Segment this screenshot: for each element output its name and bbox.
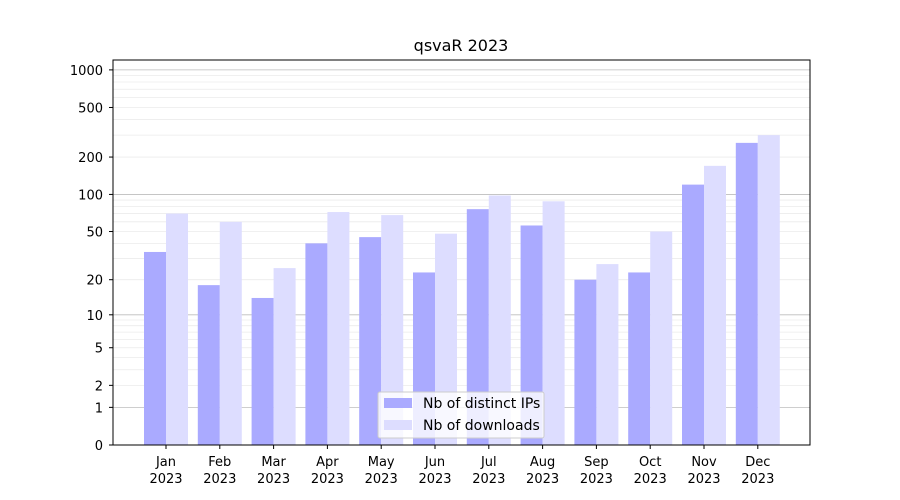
bar-distinct-ips	[682, 184, 704, 445]
bar-downloads	[596, 264, 619, 445]
bar-distinct-ips	[520, 225, 543, 445]
bar-downloads	[166, 213, 188, 445]
x-tick-label-year: 2023	[526, 472, 559, 487]
bar-distinct-ips	[359, 237, 382, 445]
x-tick-label-year: 2023	[741, 472, 774, 487]
bar-downloads	[704, 165, 726, 446]
x-tick-label-month: Feb	[208, 455, 231, 470]
x-tick-label-month: Sep	[584, 455, 609, 470]
y-axis: 0 1 2 5 10 20 50 100 200 500 1000	[70, 64, 113, 454]
legend-label-distinct-ips: Nb of distinct IPs	[423, 396, 540, 412]
bar-downloads	[542, 201, 565, 445]
legend: Nb of distinct IPs Nb of downloads	[377, 391, 545, 439]
legend-box	[377, 391, 545, 439]
x-tick-label-year: 2023	[634, 472, 667, 487]
x-tick-label-year: 2023	[472, 472, 505, 487]
x-tick-label-year: 2023	[580, 472, 613, 487]
plot-frame	[112, 59, 811, 446]
legend-swatch-downloads	[384, 420, 412, 430]
bar-distinct-ips	[144, 251, 166, 445]
bar-distinct-ips	[305, 243, 328, 445]
legend-label-downloads: Nb of downloads	[423, 418, 540, 434]
x-tick-label-month: Jun	[424, 455, 445, 470]
bar-downloads	[219, 221, 242, 445]
bar-downloads	[273, 268, 296, 445]
x-tick-label-month: Aug	[530, 455, 555, 470]
bar-distinct-ips	[735, 142, 758, 445]
chart-title: qsvaR 2023	[414, 36, 509, 55]
x-axis: Jan 2023 Feb 2023 Mar 2023 Apr 2023 May 2023 Jun 20…	[149, 445, 774, 487]
x-tick-label-year: 2023	[203, 472, 236, 487]
y-tick-label: 1	[95, 401, 103, 416]
bar-downloads	[650, 231, 673, 445]
x-tick-label-month: Oct	[639, 455, 661, 470]
bar-distinct-ips	[251, 297, 274, 445]
y-tick-label: 0	[95, 439, 103, 454]
y-tick-label: 100	[78, 188, 103, 203]
bar-downloads	[488, 195, 511, 445]
x-tick-label-year: 2023	[418, 472, 451, 487]
x-tick-label-month: Jan	[155, 455, 176, 470]
x-tick-label-year: 2023	[365, 472, 398, 487]
y-tick-label: 200	[78, 151, 103, 166]
y-tick-label: 20	[86, 274, 103, 289]
y-tick-label: 2	[95, 379, 103, 394]
y-tick-label: 50	[86, 226, 103, 241]
x-tick-label-month: Apr	[316, 455, 339, 470]
y-tick-label: 5	[95, 342, 103, 357]
x-tick-label-year: 2023	[687, 472, 720, 487]
y-tick-label: 500	[78, 101, 103, 116]
x-tick-label-month: Jul	[480, 455, 497, 470]
bar-distinct-ips	[574, 279, 597, 445]
y-tick-label: 1000	[70, 64, 103, 79]
bar-downloads	[757, 135, 780, 445]
x-tick-label-month: Nov	[691, 455, 717, 470]
bar-distinct-ips	[197, 285, 220, 445]
legend-swatch-distinct-ips	[384, 398, 412, 408]
bar-distinct-ips	[466, 209, 489, 445]
x-tick-label-month: Mar	[261, 455, 286, 470]
x-tick-label-year: 2023	[149, 472, 182, 487]
bar-downloads	[327, 212, 350, 445]
x-tick-label-year: 2023	[257, 472, 290, 487]
bar-downloads	[381, 215, 404, 445]
x-tick-label-month: May	[368, 455, 395, 470]
bar-distinct-ips	[628, 272, 651, 445]
y-tick-label: 10	[86, 309, 103, 324]
x-tick-label-year: 2023	[311, 472, 344, 487]
x-tick-label-month: Dec	[745, 455, 770, 470]
